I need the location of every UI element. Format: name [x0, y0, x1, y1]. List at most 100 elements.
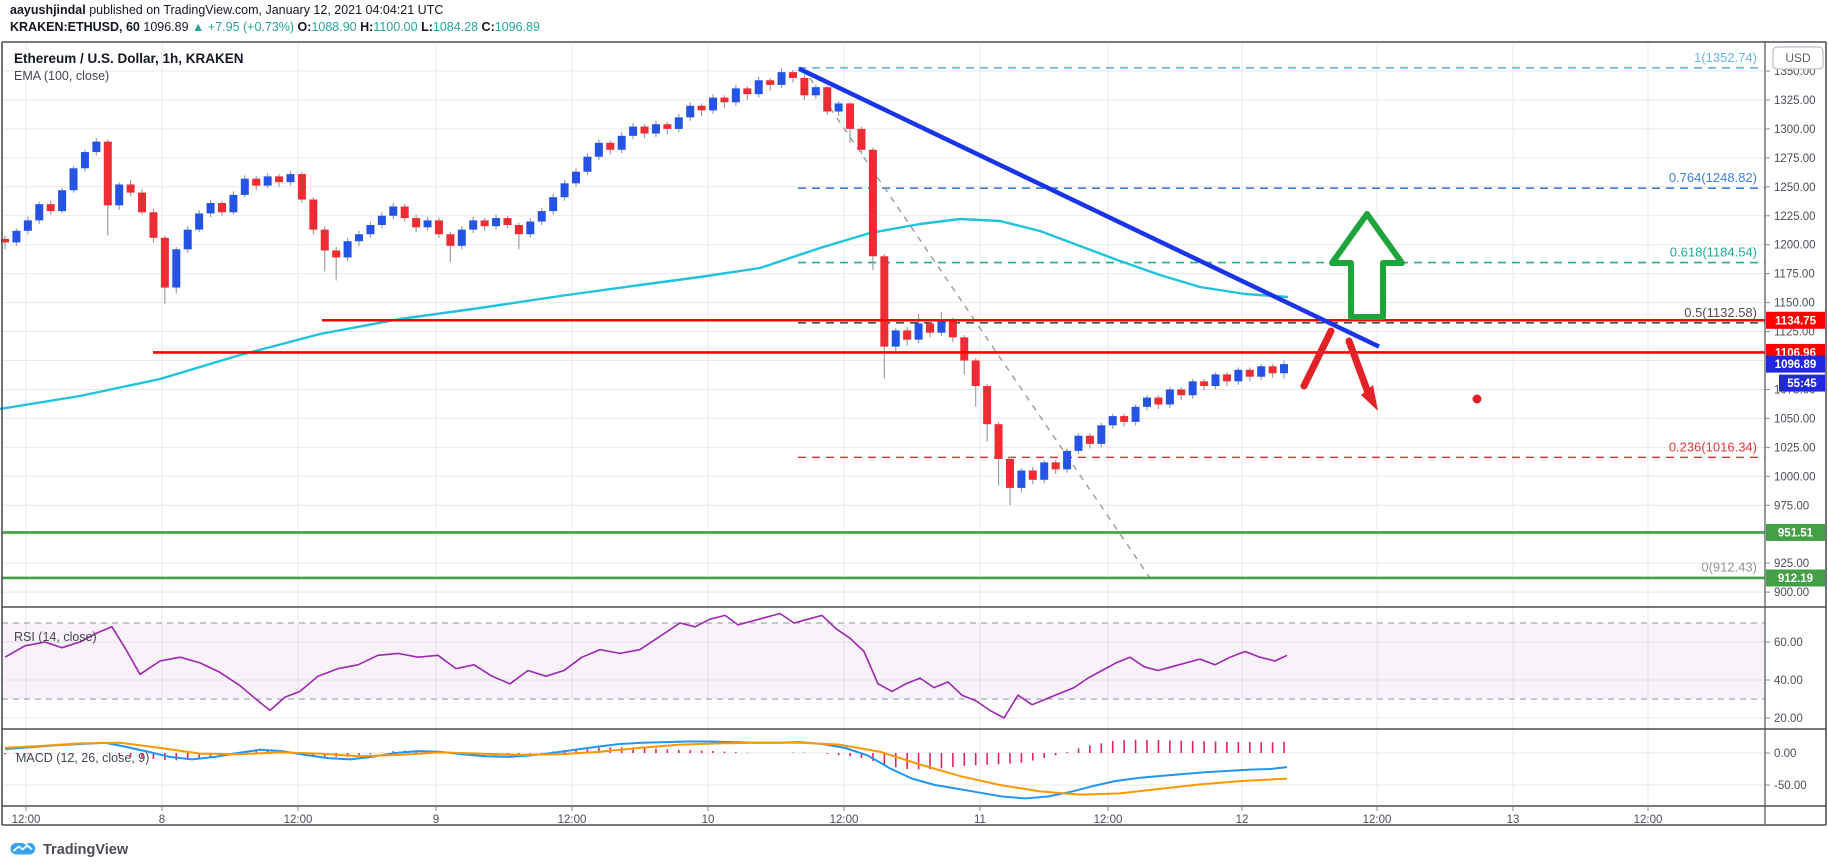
time-axis-area[interactable] [2, 806, 1826, 825]
fib-level-label: 0.236(1016.34) [1669, 439, 1757, 454]
candle-body [263, 176, 272, 186]
price-axis-label: 1050.00 [1774, 413, 1816, 425]
candle-body [355, 234, 364, 242]
candle-body [172, 249, 181, 288]
ema-100-line [0, 217, 1289, 411]
price-axis-label: 900.00 [1774, 587, 1809, 599]
candle-body [1268, 366, 1277, 374]
low-value: 1084.28 [432, 20, 479, 34]
candle-body [457, 229, 466, 246]
candle-body [663, 124, 672, 129]
author-name: aayushjindal [10, 3, 86, 17]
candle-body [469, 220, 478, 230]
time-axis-label: 12:00 [1363, 814, 1392, 826]
price-badge [1779, 374, 1825, 392]
price-badge [1766, 523, 1825, 541]
last-price: 1096.89 [143, 20, 189, 34]
candle-body [1005, 458, 1014, 488]
candle-body [309, 199, 318, 230]
price-axis-label: 1175.00 [1774, 269, 1815, 281]
candle-body [480, 220, 489, 227]
red-arrow-segment [1300, 327, 1335, 390]
candle-body [126, 184, 135, 193]
candle-body [766, 80, 775, 85]
price-axis-area[interactable] [1765, 42, 1826, 825]
time-axis-label: 12:00 [558, 814, 587, 826]
macd-axis-label: -50.00 [1774, 780, 1807, 792]
candle-body [914, 323, 923, 340]
candle-body [606, 142, 615, 150]
candle-body [400, 206, 409, 219]
candle-body [92, 141, 101, 153]
candle-body [1211, 374, 1220, 386]
time-axis-label: 12:00 [284, 814, 313, 826]
candle-body [777, 72, 786, 85]
candle-body [1165, 389, 1174, 405]
candle-body [58, 190, 67, 212]
candle-body [640, 126, 649, 134]
candle-body [115, 184, 124, 206]
candle-body [823, 87, 832, 112]
time-axis-label: 12:00 [1094, 814, 1123, 826]
candle-body [1245, 369, 1254, 377]
candle-body [1017, 470, 1026, 488]
candle-body [1, 238, 9, 243]
candle-body [514, 225, 523, 235]
candle-body [1063, 450, 1072, 470]
symbol-ohlc-line: KRAKEN:ETHUSD, 60 1096.89 ▲ +7.95 (+0.73… [10, 20, 540, 34]
candle-body [994, 424, 1003, 459]
candle-body [811, 87, 820, 96]
macd-pane-canvas[interactable] [2, 729, 1765, 806]
price-badge-text: 951.51 [1778, 527, 1814, 539]
candle-body [217, 203, 226, 213]
candle-body [423, 220, 432, 228]
candle-body [1040, 462, 1049, 480]
tradingview-attribution[interactable]: TradingView [10, 839, 128, 861]
open-key: O: [297, 20, 312, 34]
fib-level-label: 0(912.43) [1701, 560, 1757, 575]
candle-body [377, 215, 386, 226]
candle-body [80, 152, 89, 169]
candle-body [903, 330, 912, 340]
candle-body [434, 220, 443, 235]
candle-body [1097, 425, 1106, 444]
candle-body [1257, 366, 1266, 377]
candle-body [149, 212, 158, 238]
close-value: 1096.89 [494, 20, 540, 34]
red-arrow-head [1361, 385, 1378, 411]
price-badge-text: 55:45 [1787, 378, 1817, 390]
candle-body [651, 124, 660, 134]
time-axis-label: 13 [1507, 814, 1520, 826]
candle-body [1222, 374, 1231, 382]
candle-body [594, 142, 603, 157]
candle-body [240, 178, 249, 195]
price-axis-label: 1275.00 [1774, 153, 1816, 165]
currency-usd-button[interactable] [1772, 46, 1824, 70]
candle-body [320, 229, 329, 251]
high-key: H: [360, 20, 374, 34]
candle-body [549, 197, 558, 212]
candle-body [412, 218, 421, 228]
candle-body [971, 360, 980, 386]
candle-body [983, 385, 992, 425]
candle-body [686, 105, 695, 118]
price-axis-label: 1300.00 [1774, 124, 1816, 136]
rsi-pane-canvas[interactable] [2, 607, 1765, 729]
rsi-axis-label: 60.00 [1774, 637, 1803, 649]
blue-trendline [798, 66, 1380, 349]
candle-body [846, 103, 855, 129]
rsi-line [4, 612, 1288, 719]
price-axis-label: 1250.00 [1774, 182, 1816, 194]
candle-body [366, 225, 375, 235]
price-badge-text: 1096.89 [1775, 359, 1817, 371]
price-badge [1766, 311, 1825, 329]
candle-body [1188, 381, 1197, 396]
candle-body [674, 117, 683, 129]
candle-body [560, 183, 569, 198]
candle-body [195, 213, 204, 230]
candle-body [492, 218, 501, 227]
red-arrow-segment [1345, 337, 1374, 402]
candle-body [138, 192, 147, 213]
close-key: C: [481, 20, 495, 34]
